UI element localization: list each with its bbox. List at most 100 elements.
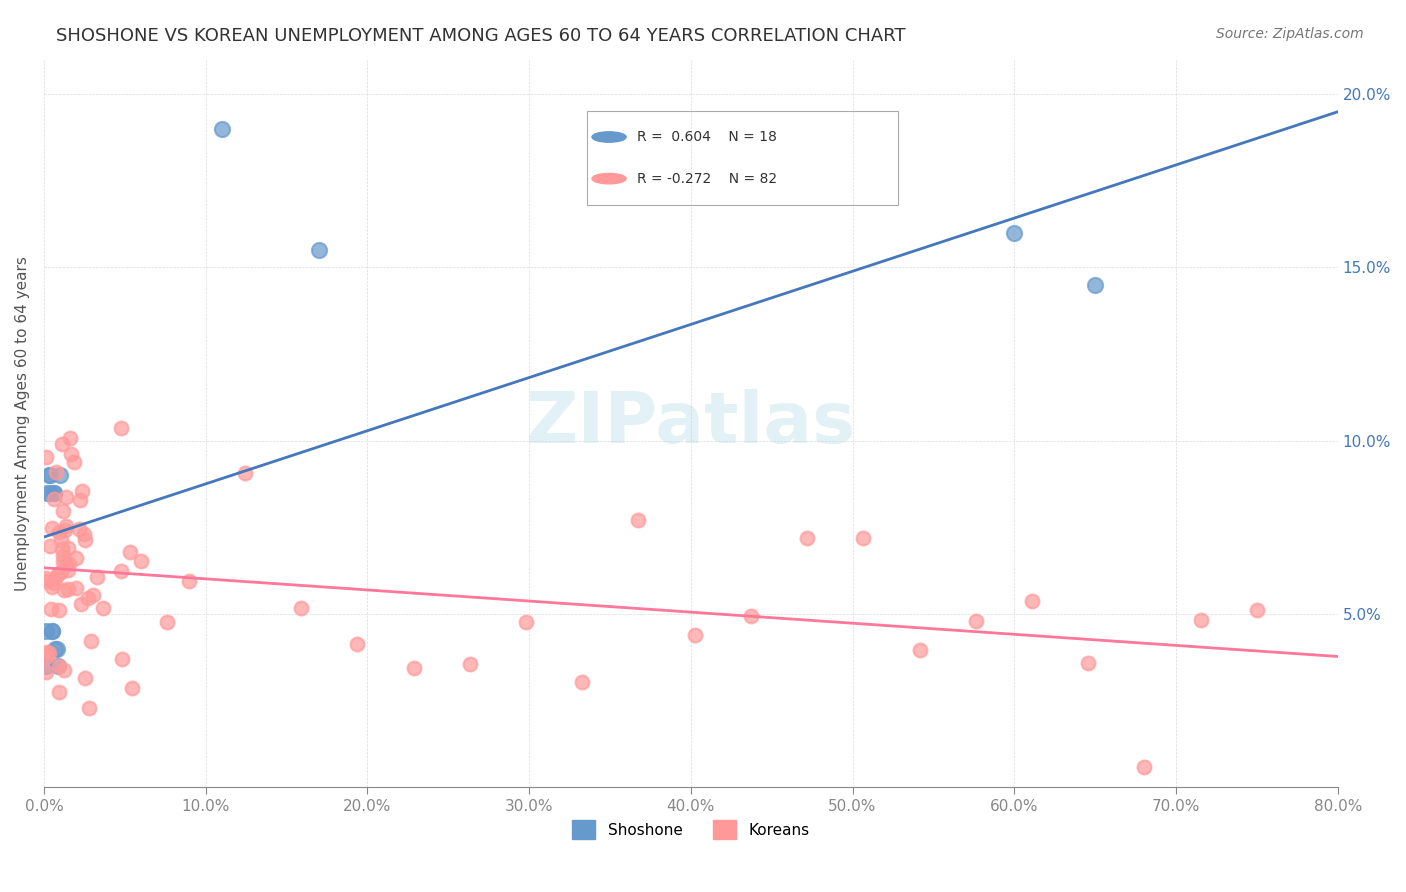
Point bbox=[46, 567, 69, 582]
Text: Source: ZipAtlas.com: Source: ZipAtlas.com bbox=[1216, 27, 1364, 41]
Point bbox=[39, 602, 62, 616]
Point bbox=[120, 545, 142, 559]
Point bbox=[740, 608, 762, 623]
Point bbox=[56, 582, 79, 597]
Point bbox=[908, 643, 931, 657]
Point bbox=[1189, 613, 1212, 627]
Point bbox=[51, 437, 73, 451]
Point bbox=[60, 447, 83, 461]
Text: SHOSHONE VS KOREAN UNEMPLOYMENT AMONG AGES 60 TO 64 YEARS CORRELATION CHART: SHOSHONE VS KOREAN UNEMPLOYMENT AMONG AG… bbox=[56, 27, 905, 45]
Point bbox=[515, 615, 537, 629]
Point bbox=[75, 533, 97, 547]
Point bbox=[458, 657, 481, 671]
Text: ZIPatlas: ZIPatlas bbox=[526, 389, 856, 458]
Point bbox=[49, 533, 72, 547]
Point bbox=[58, 557, 80, 571]
Point bbox=[49, 468, 72, 483]
Point bbox=[110, 421, 132, 435]
Point bbox=[52, 504, 75, 518]
Point bbox=[51, 554, 73, 568]
Point bbox=[121, 681, 143, 696]
Point bbox=[39, 539, 62, 553]
Point bbox=[233, 466, 256, 480]
Point bbox=[77, 701, 100, 715]
Point bbox=[51, 565, 73, 579]
Point bbox=[44, 641, 66, 656]
Point bbox=[45, 641, 67, 656]
Point bbox=[110, 565, 132, 579]
Point bbox=[69, 597, 91, 611]
Point bbox=[683, 628, 706, 642]
Point bbox=[72, 483, 94, 498]
Point bbox=[1246, 603, 1268, 617]
Point bbox=[111, 652, 134, 666]
Point bbox=[35, 645, 58, 659]
Point bbox=[73, 527, 96, 541]
Point bbox=[76, 591, 98, 606]
Point bbox=[35, 571, 58, 585]
Point bbox=[571, 674, 593, 689]
Point bbox=[852, 532, 875, 546]
Point bbox=[1077, 657, 1099, 671]
Point bbox=[48, 659, 70, 673]
Point bbox=[44, 576, 66, 591]
Point bbox=[65, 551, 87, 566]
Point bbox=[67, 523, 90, 537]
Point bbox=[48, 685, 70, 699]
Point bbox=[34, 650, 56, 665]
Point bbox=[177, 574, 200, 588]
Point bbox=[82, 588, 104, 602]
Point bbox=[1002, 226, 1025, 240]
Point bbox=[41, 580, 63, 594]
Point bbox=[290, 601, 312, 615]
Point bbox=[796, 531, 818, 545]
Point bbox=[53, 524, 76, 538]
Point bbox=[42, 492, 65, 507]
Point bbox=[73, 671, 96, 685]
Point bbox=[34, 624, 56, 639]
Point bbox=[91, 601, 114, 615]
Point bbox=[80, 634, 103, 648]
Point bbox=[59, 431, 82, 445]
Point bbox=[56, 541, 79, 556]
Point bbox=[53, 582, 76, 597]
Point bbox=[35, 450, 58, 464]
Point bbox=[55, 519, 77, 533]
Point bbox=[51, 541, 73, 556]
Point bbox=[34, 574, 56, 589]
Point bbox=[41, 521, 63, 535]
Y-axis label: Unemployment Among Ages 60 to 64 years: Unemployment Among Ages 60 to 64 years bbox=[15, 256, 30, 591]
Point bbox=[41, 624, 63, 639]
Point bbox=[35, 665, 58, 679]
Point bbox=[42, 485, 65, 500]
Point bbox=[69, 492, 91, 507]
Point bbox=[34, 659, 56, 673]
Point bbox=[56, 563, 79, 577]
Point bbox=[308, 243, 330, 257]
Point bbox=[65, 581, 87, 595]
Point bbox=[42, 485, 65, 500]
Point bbox=[211, 121, 233, 136]
Point bbox=[346, 637, 368, 651]
Point bbox=[44, 571, 66, 585]
Point bbox=[37, 485, 59, 500]
Point bbox=[38, 646, 60, 660]
Point bbox=[38, 468, 60, 483]
Point bbox=[39, 468, 62, 483]
Point bbox=[48, 659, 70, 673]
Point bbox=[965, 614, 987, 628]
Point bbox=[1133, 760, 1156, 774]
Point bbox=[55, 557, 77, 571]
Point bbox=[1021, 594, 1043, 608]
Point bbox=[52, 549, 75, 563]
Point bbox=[1084, 277, 1107, 292]
Point bbox=[41, 624, 63, 639]
Point bbox=[48, 524, 70, 539]
Point bbox=[86, 570, 108, 584]
Point bbox=[48, 603, 70, 617]
Point bbox=[627, 512, 650, 526]
Point bbox=[129, 554, 152, 568]
Point bbox=[402, 661, 425, 675]
Point bbox=[45, 465, 67, 479]
Point bbox=[62, 454, 84, 468]
